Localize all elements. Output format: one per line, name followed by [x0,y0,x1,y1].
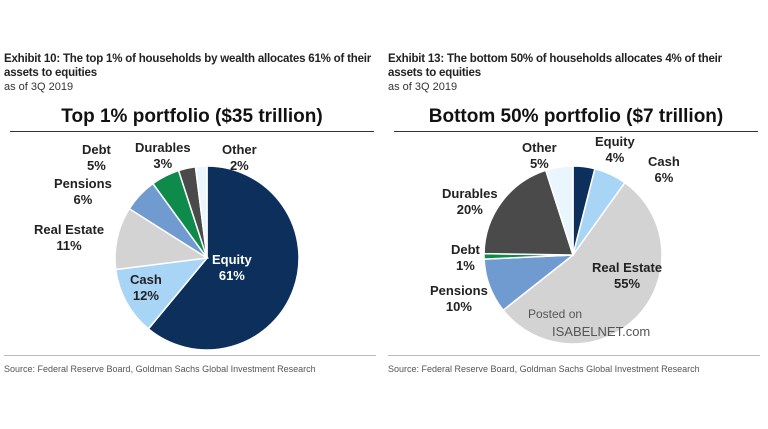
label-real-estate: Real Estate 55% [592,260,663,291]
chart-title: Bottom 50% portfolio ($7 trillion) [428,106,724,127]
exhibit-subtitle: as of 3Q 2019 [4,81,74,93]
exhibit-subtitle: as of 3Q 2019 [388,81,458,93]
label-other: Other 2% [222,142,257,173]
label-equity: Equity 61% [212,252,252,283]
label-debt: Debt 5% [82,142,111,173]
source-note: Source: Federal Reserve Board, Goldman S… [388,364,700,374]
label-real-estate: Real Estate 11% [34,222,105,253]
exhibit-title: Exhibit 13: The bottom 50% of households… [388,53,722,79]
exhibit-title: Exhibit 10: The top 1% of households by … [4,53,372,79]
label-pensions: Pensions 10% [430,283,488,314]
slice-other [544,165,574,256]
source-note: Source: Federal Reserve Board, Goldman S… [4,364,316,374]
slice-cash [114,257,209,330]
watermark-line2: ISABELNET.com [552,324,651,339]
label-cash: Cash 12% [130,272,162,303]
label-other: Other 5% [522,140,557,171]
slice-other [194,165,208,259]
title-rule [10,131,374,132]
exhibit-13: Exhibit 13: The bottom 50% of households… [384,0,768,429]
exhibit-10: Exhibit 10: The top 1% of households by … [4,53,376,374]
slice-real-estate [502,181,663,345]
label-durables: Durables 20% [442,186,498,217]
label-pensions: Pensions 6% [54,176,112,207]
watermark-line1: Posted on [528,307,583,321]
slice-durables [483,169,575,256]
source-rule [388,355,760,356]
chart-title: Top 1% portfolio ($35 trillion) [61,106,323,127]
source-rule [4,355,376,356]
title-rule [394,131,758,132]
slice-equity [147,165,300,351]
label-debt: Debt 1% [451,242,480,273]
label-durables: Durables 3% [135,140,191,171]
label-equity: Equity 4% [595,134,635,165]
label-cash: Cash 6% [648,154,680,185]
